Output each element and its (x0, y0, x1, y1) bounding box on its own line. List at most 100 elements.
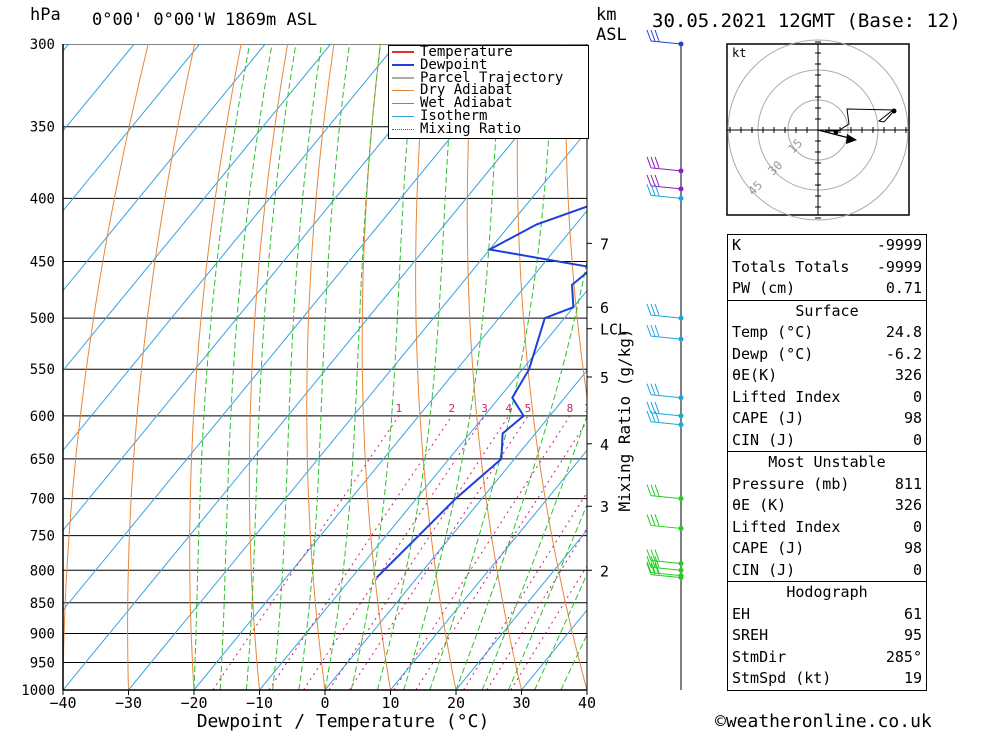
height-km-label: 6 (600, 299, 609, 317)
pressure-tick-label: 350 (30, 120, 55, 136)
dewpoint-profile (375, 205, 587, 579)
dry-adiabat-line (984, 44, 1000, 690)
index-value: 19 (903, 669, 922, 687)
wind-barb-icon (646, 303, 682, 319)
legend-item: Dewpoint (389, 56, 588, 73)
wind-barb-icon (646, 563, 682, 579)
legend-item: Temperature (389, 45, 588, 59)
index-value: 326 (894, 496, 922, 514)
index-row: θE (K) 326 (728, 495, 926, 517)
hodograph-params-title: Hodograph (786, 583, 868, 601)
pressure-tick-label: 900 (30, 626, 55, 642)
hodograph-params-section: Hodograph EH 61 SREH 95 StmDir 285° StmSpd (kt… (727, 581, 927, 691)
legend-swatch (392, 115, 414, 117)
height-km-label: 4 (600, 436, 609, 454)
dry-adiabat-line (189, 44, 242, 690)
temperature-tick-label: 40 (578, 694, 596, 712)
index-value: 811 (894, 474, 922, 493)
index-value: 24.8 (885, 323, 922, 341)
wet-adiabat-line (219, 44, 273, 690)
isotherm-line (455, 529, 587, 690)
pressure-tick-label: 1000 (21, 683, 55, 699)
legend-swatch (392, 103, 414, 105)
station-location: 0°00' 0°00'W 1869m ASL (92, 10, 318, 30)
temperature-tick-label: −20 (180, 694, 207, 712)
storm-motion-arrowhead (846, 134, 857, 144)
pressure-tick-label: 750 (30, 529, 55, 545)
wet-adiabat-line (298, 44, 350, 690)
mixing-ratio-label: 3 (481, 402, 488, 415)
wet-adiabat-line (455, 258, 587, 690)
surface-section: Surface Temp (°C) 24.8 Dewp (°C) -6.2 θE(K) 3… (727, 299, 927, 452)
index-label: Dewp (°C) (732, 344, 814, 363)
wet-adiabat-line (481, 414, 587, 690)
index-row: K -9999 (728, 235, 926, 257)
pressure-tick-label: 550 (30, 362, 55, 378)
pressure-tick-label: 950 (30, 655, 55, 671)
temperature-tick-label: −10 (246, 694, 273, 712)
indices-section: K -9999 Totals Totals -9999 PW (cm) 0.71 (727, 234, 927, 301)
legend-item: Isotherm (389, 109, 588, 123)
dry-adiabat-line (565, 44, 587, 401)
wind-barb-icon (646, 156, 682, 172)
wet-adiabat-line (193, 44, 251, 690)
most-unstable-section: Most Unstable Pressure (mb) 811 θE (K) 326 L… (727, 451, 927, 582)
legend-label: Dewpoint (420, 56, 488, 73)
wind-barb-icon (646, 514, 682, 529)
index-value: 61 (903, 604, 922, 623)
temperature-tick-label: −30 (115, 694, 142, 712)
index-row: CIN (J) 0 (728, 560, 926, 582)
isotherm-line (324, 369, 587, 690)
index-row: StmDir 285° (728, 647, 926, 669)
isotherm-line (63, 44, 135, 132)
surface-title: Surface (795, 301, 859, 320)
wind-barb-icon (646, 561, 682, 577)
index-label: CIN (J) (732, 560, 796, 579)
dry-adiabat-line (361, 44, 391, 690)
index-value: 98 (903, 409, 922, 427)
mixing-ratio-line (303, 415, 486, 690)
height-km-label: LCL (600, 321, 627, 339)
dry-adiabat-line (415, 44, 457, 690)
index-label: StmSpd (kt) (732, 669, 832, 687)
pressure-tick-label: 850 (30, 596, 55, 612)
mixing-ratio-line (463, 491, 587, 690)
hodograph-unit-label: kt (732, 46, 746, 60)
index-label: CIN (J) (732, 430, 796, 449)
index-value: 326 (894, 366, 922, 384)
temperature-tick-label: −40 (49, 694, 76, 712)
mixing-ratio-label: 8 (567, 402, 574, 415)
index-value: -6.2 (885, 344, 922, 363)
mixing-ratio-axis-title: Mixing Ratio (g/kg) (615, 328, 634, 511)
dry-adiabat-line (127, 44, 196, 690)
isotherm-line (63, 44, 266, 292)
legend-item: Mixing Ratio (389, 122, 588, 136)
mixing-ratio-label: 5 (525, 402, 532, 415)
index-row: SREH 95 (728, 625, 926, 647)
index-value: 98 (903, 539, 922, 557)
wet-adiabat-line (350, 44, 416, 690)
pressure-tick-label: 650 (30, 452, 55, 468)
index-row: Dewp (°C) -6.2 (728, 344, 926, 366)
dry-adiabat-line (516, 44, 587, 690)
height-km-label: 3 (600, 498, 609, 516)
wet-adiabat-line (245, 44, 297, 690)
isotherm-line (193, 209, 587, 690)
isotherm-line (63, 44, 201, 212)
index-row: Pressure (mb) 811 (728, 474, 926, 496)
most-unstable-title: Most Unstable (768, 453, 886, 471)
legend-swatch (392, 90, 414, 92)
index-row: Lifted Index 0 (728, 387, 926, 409)
index-value: 285° (885, 647, 922, 666)
temperature-tick-label: 10 (381, 694, 399, 712)
legend-swatch (392, 128, 414, 130)
index-value: 0 (912, 517, 922, 536)
wind-barb-icon (646, 383, 682, 399)
index-row: CAPE (J) 98 (728, 408, 926, 430)
isotherm-line (63, 44, 528, 611)
wet-adiabat-line (272, 44, 322, 690)
asl-unit-label: ASL (596, 25, 627, 45)
dry-adiabat-line (248, 44, 289, 690)
mixing-ratio-line (393, 415, 571, 690)
